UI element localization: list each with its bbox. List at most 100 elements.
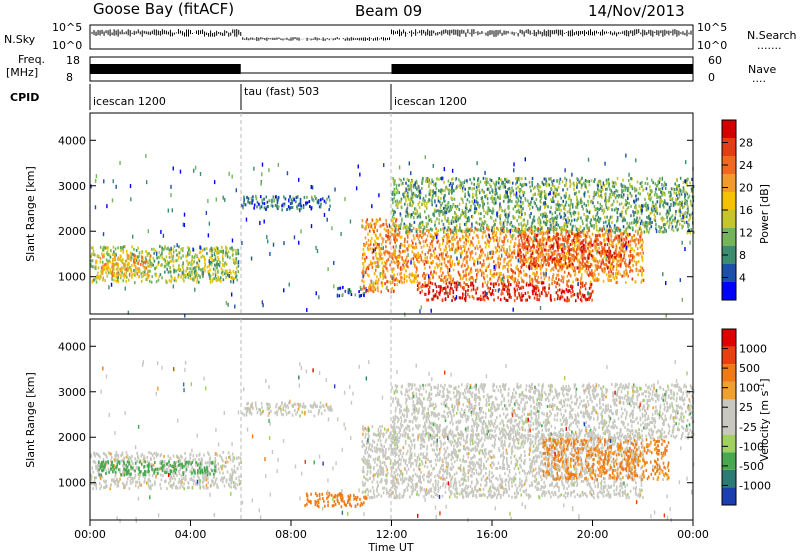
data-cell bbox=[567, 255, 570, 259]
data-cell bbox=[456, 280, 459, 284]
data-cell bbox=[433, 251, 436, 255]
data-cell bbox=[541, 234, 544, 238]
data-cell bbox=[105, 271, 107, 275]
data-cell bbox=[398, 280, 401, 284]
data-cell bbox=[435, 227, 437, 231]
data-cell bbox=[300, 207, 303, 211]
data-cell bbox=[460, 213, 462, 217]
data-cell bbox=[549, 255, 552, 259]
data-cell bbox=[388, 254, 391, 258]
data-cell bbox=[610, 195, 612, 199]
data-cell bbox=[472, 236, 474, 240]
data-cell bbox=[107, 246, 109, 250]
data-cell bbox=[133, 268, 135, 272]
data-cell bbox=[142, 257, 144, 261]
data-cell bbox=[518, 238, 520, 242]
data-cell bbox=[453, 232, 456, 236]
data-cell bbox=[404, 191, 406, 195]
data-cell bbox=[487, 297, 490, 301]
data-cell bbox=[478, 297, 481, 301]
data-cell bbox=[221, 269, 224, 273]
data-cell bbox=[473, 187, 475, 191]
data-cell bbox=[612, 239, 615, 243]
data-cell bbox=[385, 250, 388, 254]
data-cell bbox=[520, 276, 523, 280]
data-cell bbox=[411, 239, 413, 243]
data-cell bbox=[430, 270, 432, 274]
data-cell bbox=[540, 226, 543, 230]
data-cell bbox=[416, 215, 419, 219]
data-cell bbox=[502, 243, 505, 247]
data-cell bbox=[621, 219, 624, 223]
data-cell bbox=[505, 192, 507, 196]
data-cell bbox=[566, 299, 569, 303]
data-cell bbox=[593, 223, 596, 227]
data-cell bbox=[587, 256, 590, 260]
data-cell bbox=[578, 232, 581, 236]
data-cell bbox=[503, 258, 505, 262]
data-cell bbox=[536, 239, 538, 243]
data-cell bbox=[224, 261, 226, 265]
data-cell bbox=[291, 200, 294, 204]
data-cell bbox=[647, 206, 650, 210]
data-cell bbox=[570, 284, 573, 288]
data-cell bbox=[391, 268, 394, 272]
data-cell bbox=[522, 235, 524, 239]
data-cell bbox=[536, 284, 538, 288]
data-cell bbox=[590, 250, 592, 254]
data-cell bbox=[122, 250, 125, 254]
data-cell bbox=[211, 261, 213, 265]
data-cell bbox=[110, 249, 112, 253]
data-cell bbox=[381, 257, 384, 261]
data-cell bbox=[549, 246, 552, 250]
data-cell bbox=[615, 254, 618, 258]
data-cell bbox=[440, 267, 442, 271]
data-cell bbox=[692, 230, 695, 234]
data-cell bbox=[494, 218, 497, 222]
data-cell bbox=[515, 210, 518, 214]
data-cell bbox=[554, 251, 557, 255]
data-cell bbox=[536, 297, 538, 301]
data-cell bbox=[580, 197, 582, 201]
data-cell bbox=[451, 280, 454, 284]
data-cell bbox=[413, 278, 415, 282]
data-cell bbox=[214, 257, 217, 261]
data-cell bbox=[492, 250, 495, 254]
data-cell bbox=[514, 226, 517, 230]
data-cell bbox=[620, 188, 623, 192]
data-cell bbox=[513, 229, 516, 233]
data-cell bbox=[554, 187, 557, 191]
data-cell bbox=[370, 239, 372, 243]
data-cell bbox=[546, 238, 548, 242]
data-cell bbox=[221, 254, 224, 258]
data-cell bbox=[554, 264, 557, 268]
data-cell bbox=[620, 248, 622, 252]
data-cell bbox=[396, 283, 399, 287]
data-cell bbox=[122, 258, 124, 262]
data-cell bbox=[507, 187, 509, 191]
data-cell bbox=[514, 242, 517, 246]
data-cell bbox=[616, 229, 619, 233]
data-cell bbox=[629, 182, 631, 186]
data-cell bbox=[540, 196, 542, 200]
data-cell bbox=[525, 281, 528, 285]
data-cell bbox=[466, 267, 468, 271]
data-cell bbox=[459, 223, 461, 227]
data-cell bbox=[511, 277, 513, 281]
data-cell bbox=[535, 235, 537, 239]
data-cell bbox=[552, 273, 555, 277]
data-cell bbox=[617, 226, 620, 230]
data-cell bbox=[617, 270, 620, 274]
data-cell bbox=[622, 244, 624, 248]
data-cell bbox=[560, 263, 563, 267]
data-cell bbox=[431, 240, 433, 244]
data-cell bbox=[425, 238, 428, 242]
data-cell bbox=[478, 182, 480, 186]
data-cell bbox=[471, 222, 473, 226]
data-cell bbox=[194, 253, 197, 257]
data-cell bbox=[210, 246, 213, 250]
data-cell bbox=[413, 262, 415, 266]
data-cell bbox=[655, 202, 657, 206]
data-cell bbox=[575, 191, 578, 195]
data-cell bbox=[627, 244, 629, 248]
